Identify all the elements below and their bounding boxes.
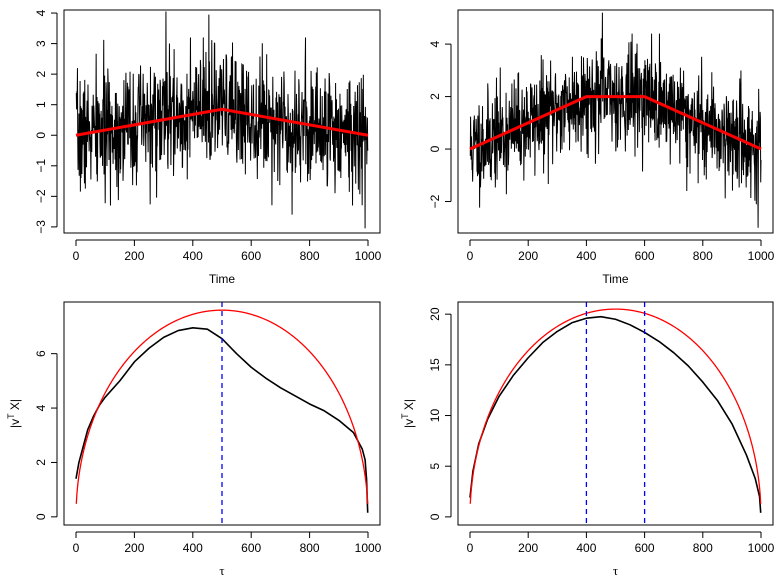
y-tick-label: 6	[34, 350, 48, 357]
y-tick-label: 4	[34, 9, 48, 16]
plot-area	[469, 308, 762, 513]
x-tick-label: 1000	[748, 541, 775, 555]
y-tick-label: 1	[34, 101, 48, 108]
y-tick-label: 0	[34, 513, 48, 520]
plot-frame	[457, 301, 774, 526]
y-tick-label: −2	[34, 189, 48, 203]
series-trend-line	[469, 95, 762, 151]
panel-top-right: 0 200 400 600 800 1000 −2 0 2 4 Time	[428, 9, 775, 286]
x-tick-label: 200	[518, 249, 538, 263]
y-tick-label: −3	[34, 220, 48, 234]
y-tick-label: 2	[34, 70, 48, 77]
x-tick-label: 200	[124, 249, 144, 263]
y-tick-label: −1	[34, 159, 48, 173]
x-tick-label: 800	[693, 541, 713, 555]
y-axis-title: |vT X|	[6, 399, 22, 428]
plot-frame	[63, 9, 381, 234]
x-tick-label: 0	[73, 249, 80, 263]
x-tick-label: 0	[467, 541, 474, 555]
x-tick-label: 1000	[748, 249, 775, 263]
x-axis-title: τ	[219, 563, 224, 577]
y-tick-label: 3	[34, 40, 48, 47]
panel-bottom-left: 0 200 400 600 800 1000 0 2 4 6 τ |vT X|	[6, 301, 382, 577]
x-tick-label: 600	[241, 541, 261, 555]
panel-top-left: 0 200 400 600 800 1000 −3 −2 −1 0 1 2 3 4 Time	[34, 9, 382, 286]
plot-area	[469, 12, 762, 228]
x-axis-title: Time	[209, 272, 236, 286]
x-tick-label: 600	[635, 541, 655, 555]
x-tick-label: 0	[467, 249, 474, 263]
x-tick-label: 200	[518, 541, 538, 555]
x-tick-label: 600	[241, 249, 261, 263]
series-expected-curve	[469, 308, 762, 504]
x-axis-title: Time	[602, 272, 629, 286]
plot-area	[75, 309, 369, 513]
x-tick-label: 800	[300, 541, 320, 555]
y-tick-label: 20	[428, 307, 442, 321]
y-tick-label: 10	[428, 409, 442, 423]
y-tick-label: 0	[428, 145, 442, 152]
panel-bottom-right: 0 200 400 600 800 1000 0 5 10 15 20 τ |vT X|	[400, 301, 775, 577]
x-tick-label: 400	[183, 249, 203, 263]
x-tick-label: 400	[576, 249, 596, 263]
x-tick-label: 400	[576, 541, 596, 555]
y-tick-label: 2	[34, 459, 48, 466]
x-tick-label: 1000	[355, 249, 382, 263]
y-tick-label: −2	[428, 194, 442, 208]
y-tick-label: 5	[428, 463, 442, 470]
y-tick-label: 15	[428, 358, 442, 372]
y-tick-label: 2	[428, 93, 442, 100]
y-tick-label: 0	[34, 132, 48, 139]
x-axis-title: τ	[613, 563, 618, 577]
series-noise-line	[469, 12, 762, 228]
x-tick-label: 600	[635, 249, 655, 263]
y-axis-title: |vT X|	[400, 399, 416, 428]
x-tick-label: 0	[73, 541, 80, 555]
series-cusum-line	[469, 315, 762, 513]
y-tick-label: 0	[428, 513, 442, 520]
plot-frame	[63, 301, 381, 526]
series-trend-line	[75, 107, 369, 137]
series-expected-curve	[75, 309, 369, 504]
y-tick-label: 4	[34, 404, 48, 411]
series-noise-line	[75, 11, 369, 229]
x-tick-label: 200	[124, 541, 144, 555]
y-tick-label: 4	[428, 40, 442, 47]
plot-area	[75, 11, 369, 229]
x-tick-label: 400	[183, 541, 203, 555]
x-tick-label: 800	[693, 249, 713, 263]
x-tick-label: 800	[300, 249, 320, 263]
x-tick-label: 1000	[355, 541, 382, 555]
plot-frame	[457, 9, 774, 234]
